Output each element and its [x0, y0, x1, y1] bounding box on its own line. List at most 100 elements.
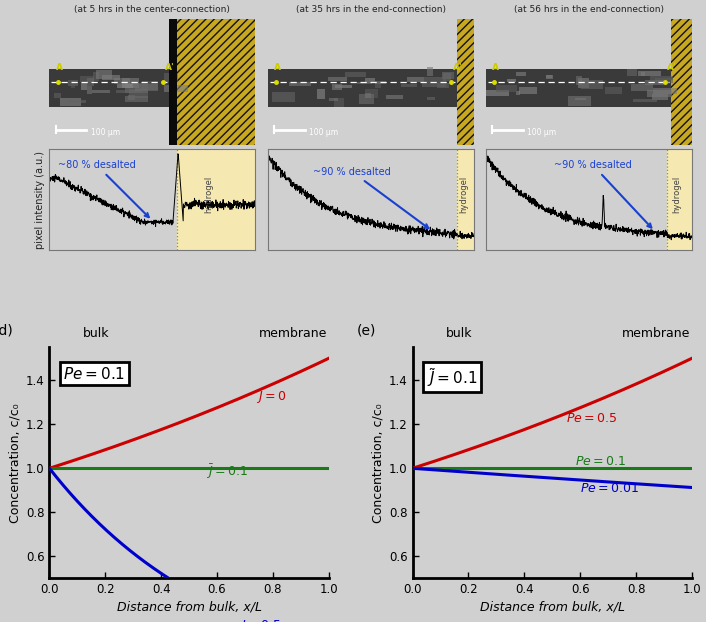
Text: 100 μm: 100 μm	[527, 128, 556, 137]
Y-axis label: Concentration, c/c₀: Concentration, c/c₀	[372, 403, 385, 522]
X-axis label: Distance from bulk, x/L: Distance from bulk, x/L	[479, 600, 625, 613]
Bar	[655, 78, 673, 83]
Bar	[576, 77, 582, 85]
Bar	[647, 90, 672, 96]
Bar	[653, 88, 677, 95]
Bar	[578, 78, 589, 88]
Bar	[124, 96, 148, 103]
Text: A: A	[274, 63, 281, 72]
Bar	[443, 73, 450, 81]
Text: ~80 % desalted: ~80 % desalted	[58, 160, 149, 217]
Bar	[457, 19, 474, 145]
Bar	[671, 19, 692, 145]
Bar	[328, 98, 337, 101]
Bar	[407, 78, 424, 82]
Bar	[486, 90, 509, 96]
Bar	[80, 83, 87, 90]
Bar	[496, 85, 517, 91]
Text: hydrogel: hydrogel	[459, 176, 468, 213]
Bar	[516, 72, 526, 76]
Bar	[117, 84, 133, 88]
Bar	[437, 83, 449, 88]
Bar	[443, 72, 454, 79]
Bar	[268, 69, 457, 107]
Y-axis label: Concentration, c/c₀: Concentration, c/c₀	[8, 403, 22, 522]
Bar	[177, 19, 256, 145]
Bar	[345, 72, 366, 77]
Bar	[54, 93, 61, 98]
Text: A': A'	[164, 63, 174, 72]
Bar	[638, 71, 661, 76]
Bar	[135, 84, 158, 91]
Bar	[164, 73, 178, 81]
Bar	[71, 80, 76, 88]
Bar	[401, 85, 417, 87]
Bar	[122, 78, 139, 88]
Bar	[385, 95, 403, 99]
Bar	[507, 79, 517, 82]
Bar	[575, 98, 586, 100]
Bar	[421, 77, 446, 87]
Text: hydrogel: hydrogel	[204, 176, 213, 213]
Text: $J = 0$: $J = 0$	[256, 389, 287, 405]
Bar	[289, 82, 311, 86]
Text: A: A	[492, 63, 499, 72]
Bar	[645, 80, 664, 85]
Bar	[640, 72, 645, 76]
Bar	[633, 100, 657, 102]
Bar	[359, 94, 373, 104]
Bar	[546, 75, 551, 78]
Bar	[486, 69, 671, 107]
Bar	[129, 88, 148, 98]
Bar	[68, 100, 85, 103]
X-axis label: Distance from bulk, x/L: Distance from bulk, x/L	[116, 600, 262, 613]
Text: (d): (d)	[0, 323, 13, 337]
Bar	[92, 72, 99, 81]
Bar	[116, 90, 140, 93]
Bar	[365, 78, 375, 83]
Text: A': A'	[453, 63, 462, 72]
Bar	[114, 78, 131, 85]
Text: $Pe = 0.01$: $Pe = 0.01$	[580, 482, 640, 495]
Bar	[667, 149, 696, 250]
Bar	[519, 87, 537, 94]
Bar	[457, 149, 478, 250]
Bar	[652, 94, 668, 100]
Bar	[169, 19, 177, 145]
Text: $Pe = 0.5$: $Pe = 0.5$	[566, 412, 618, 425]
Text: (at 35 hrs in the end-connection): (at 35 hrs in the end-connection)	[296, 5, 445, 14]
Text: $J = 0.5$: $J = 0.5$	[239, 618, 281, 622]
Text: $\bar{J} = 0.1$: $\bar{J} = 0.1$	[206, 463, 248, 481]
Bar	[335, 85, 352, 88]
Bar	[357, 81, 372, 85]
Text: ~90 % desalted: ~90 % desalted	[313, 167, 429, 228]
Bar	[333, 83, 342, 90]
Bar	[335, 98, 344, 107]
Text: ~90 % desalted: ~90 % desalted	[554, 160, 652, 228]
Bar	[59, 98, 81, 106]
Bar	[627, 69, 637, 77]
Bar	[568, 96, 591, 106]
Bar	[328, 77, 347, 81]
Text: membrane: membrane	[622, 327, 690, 340]
Y-axis label: pixel intensity (a.u.): pixel intensity (a.u.)	[35, 151, 45, 249]
Text: bulk: bulk	[83, 327, 109, 340]
Bar	[364, 93, 371, 98]
Text: bulk: bulk	[446, 327, 472, 340]
Text: membrane: membrane	[259, 327, 328, 340]
Bar	[102, 75, 121, 80]
Text: 100 μm: 100 μm	[90, 128, 120, 137]
Bar	[87, 78, 94, 86]
Bar	[68, 80, 78, 86]
Text: $Pe = 0.1$: $Pe = 0.1$	[575, 455, 626, 468]
Bar	[80, 76, 94, 83]
Bar	[375, 81, 386, 84]
Text: (at 56 hrs in the end-connection): (at 56 hrs in the end-connection)	[514, 5, 664, 14]
Bar	[177, 149, 260, 250]
Bar	[630, 83, 652, 91]
Text: (at 5 hrs in the center-connection): (at 5 hrs in the center-connection)	[74, 5, 230, 14]
Text: hydrogel: hydrogel	[673, 176, 681, 213]
Text: A: A	[56, 63, 63, 72]
Bar	[87, 86, 92, 94]
Bar	[516, 91, 520, 95]
